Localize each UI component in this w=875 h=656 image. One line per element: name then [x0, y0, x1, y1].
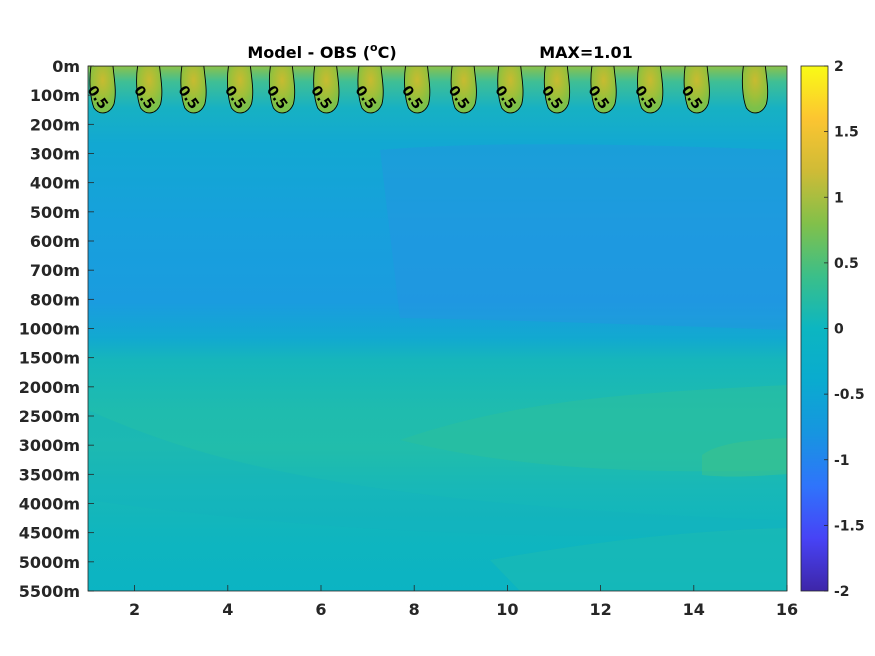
svg-text:Model - OBS (oC): Model - OBS (oC): [247, 41, 396, 62]
colorbar-tick-label: 0.5: [834, 256, 859, 272]
colorbar-tick-label: -1.5: [834, 518, 865, 534]
x-tick-label: 8: [409, 600, 420, 619]
field-background: [88, 66, 787, 591]
y-tick-label: 5000m: [19, 553, 80, 572]
x-tick-label: 16: [776, 600, 798, 619]
warm-contour-patch: [543, 66, 571, 114]
y-tick-label: 3500m: [19, 465, 80, 484]
x-axis: 2 4 6 8 10 12 14 16: [129, 585, 798, 619]
warm-contour-patch: [357, 66, 384, 114]
x-tick-label: 2: [129, 600, 140, 619]
colorbar-tick-label: -1: [834, 453, 850, 469]
x-tick-label: 6: [315, 600, 326, 619]
chart-title: Model - OBS (oC) MAX=1.01: [247, 41, 632, 62]
colorbar-ticks: 2 1.5 1 0.5 0 -0.5 -1 -1.5 -2: [824, 59, 865, 600]
y-tick-label: 500m: [30, 203, 80, 222]
y-tick-label: 200m: [30, 115, 80, 134]
colorbar: 2 1.5 1 0.5 0 -0.5 -1 -1.5 -2: [800, 59, 865, 600]
y-tick-label: 4000m: [19, 495, 80, 514]
colorbar-tick-label: 1: [834, 190, 844, 206]
y-tick-label: 5500m: [19, 582, 80, 601]
y-tick-label: 0m: [52, 57, 80, 76]
warm-contour-patch: [741, 66, 769, 114]
deep-warm-tongue-upper: [400, 385, 787, 472]
warm-contour-patch: [268, 66, 296, 114]
warm-contour-patch: [590, 66, 617, 114]
y-tick-label: 600m: [30, 232, 80, 251]
deep-warm-tongue-lower: [702, 438, 787, 477]
y-tick-label: 2500m: [19, 407, 80, 426]
warm-contour-patch: [89, 66, 116, 114]
colorbar-tick-label: -0.5: [834, 387, 865, 403]
colorbar-tick-label: 2: [834, 59, 844, 75]
y-tick-label: 2000m: [19, 378, 80, 397]
cool-band: [380, 144, 787, 330]
title-unit-sup: o: [370, 41, 378, 54]
warm-contour-patch: [450, 66, 477, 114]
colorbar-tick-label: 0: [834, 322, 844, 338]
y-tick-label: 300m: [30, 145, 80, 164]
deep-left-band: [88, 410, 787, 536]
colorbar-tick-label: 1.5: [834, 125, 859, 141]
y-tick-label: 400m: [30, 174, 80, 193]
y-tick-label: 700m: [30, 261, 80, 280]
title-max: MAX=1.01: [539, 43, 633, 62]
x-tick-label: 4: [222, 600, 233, 619]
warm-contour-patch: [683, 66, 710, 114]
x-tick-label: 14: [683, 600, 705, 619]
plot-area: 0.5 0.5 0.5 0.5 0.5 0.5 0.5 0.5 0.5 0.5 0.5 0.5 0.5 0…: [88, 66, 787, 591]
warm-contour-patch: [180, 66, 207, 114]
warm-patches: [89, 66, 769, 114]
title-unit: C): [378, 43, 397, 62]
y-tick-label: 100m: [30, 86, 80, 105]
warm-contour-patch: [497, 66, 524, 114]
warm-contour-patch: [227, 66, 254, 114]
y-tick-label: 3000m: [19, 436, 80, 455]
colorbar-gradient: [800, 65, 829, 592]
y-tick-label: 1000m: [19, 320, 80, 339]
colorbar-tick-label: -2: [834, 584, 850, 600]
deep-right-band: [490, 528, 787, 591]
y-tick-label: 4500m: [19, 524, 80, 543]
warm-contour-patch: [637, 66, 664, 114]
title-left: Model - OBS (: [247, 43, 370, 62]
x-tick-label: 10: [496, 600, 518, 619]
x-tick-label: 12: [589, 600, 611, 619]
warm-contour-patch: [313, 66, 340, 114]
warm-contour-patch: [136, 66, 163, 114]
y-tick-label: 800m: [30, 290, 80, 309]
y-axis: 0m 100m 200m 300m 400m 500m 600m 700m 800m 1000m 1…: [19, 57, 94, 601]
warm-contour-patch: [404, 66, 431, 114]
y-tick-label: 1500m: [19, 349, 80, 368]
